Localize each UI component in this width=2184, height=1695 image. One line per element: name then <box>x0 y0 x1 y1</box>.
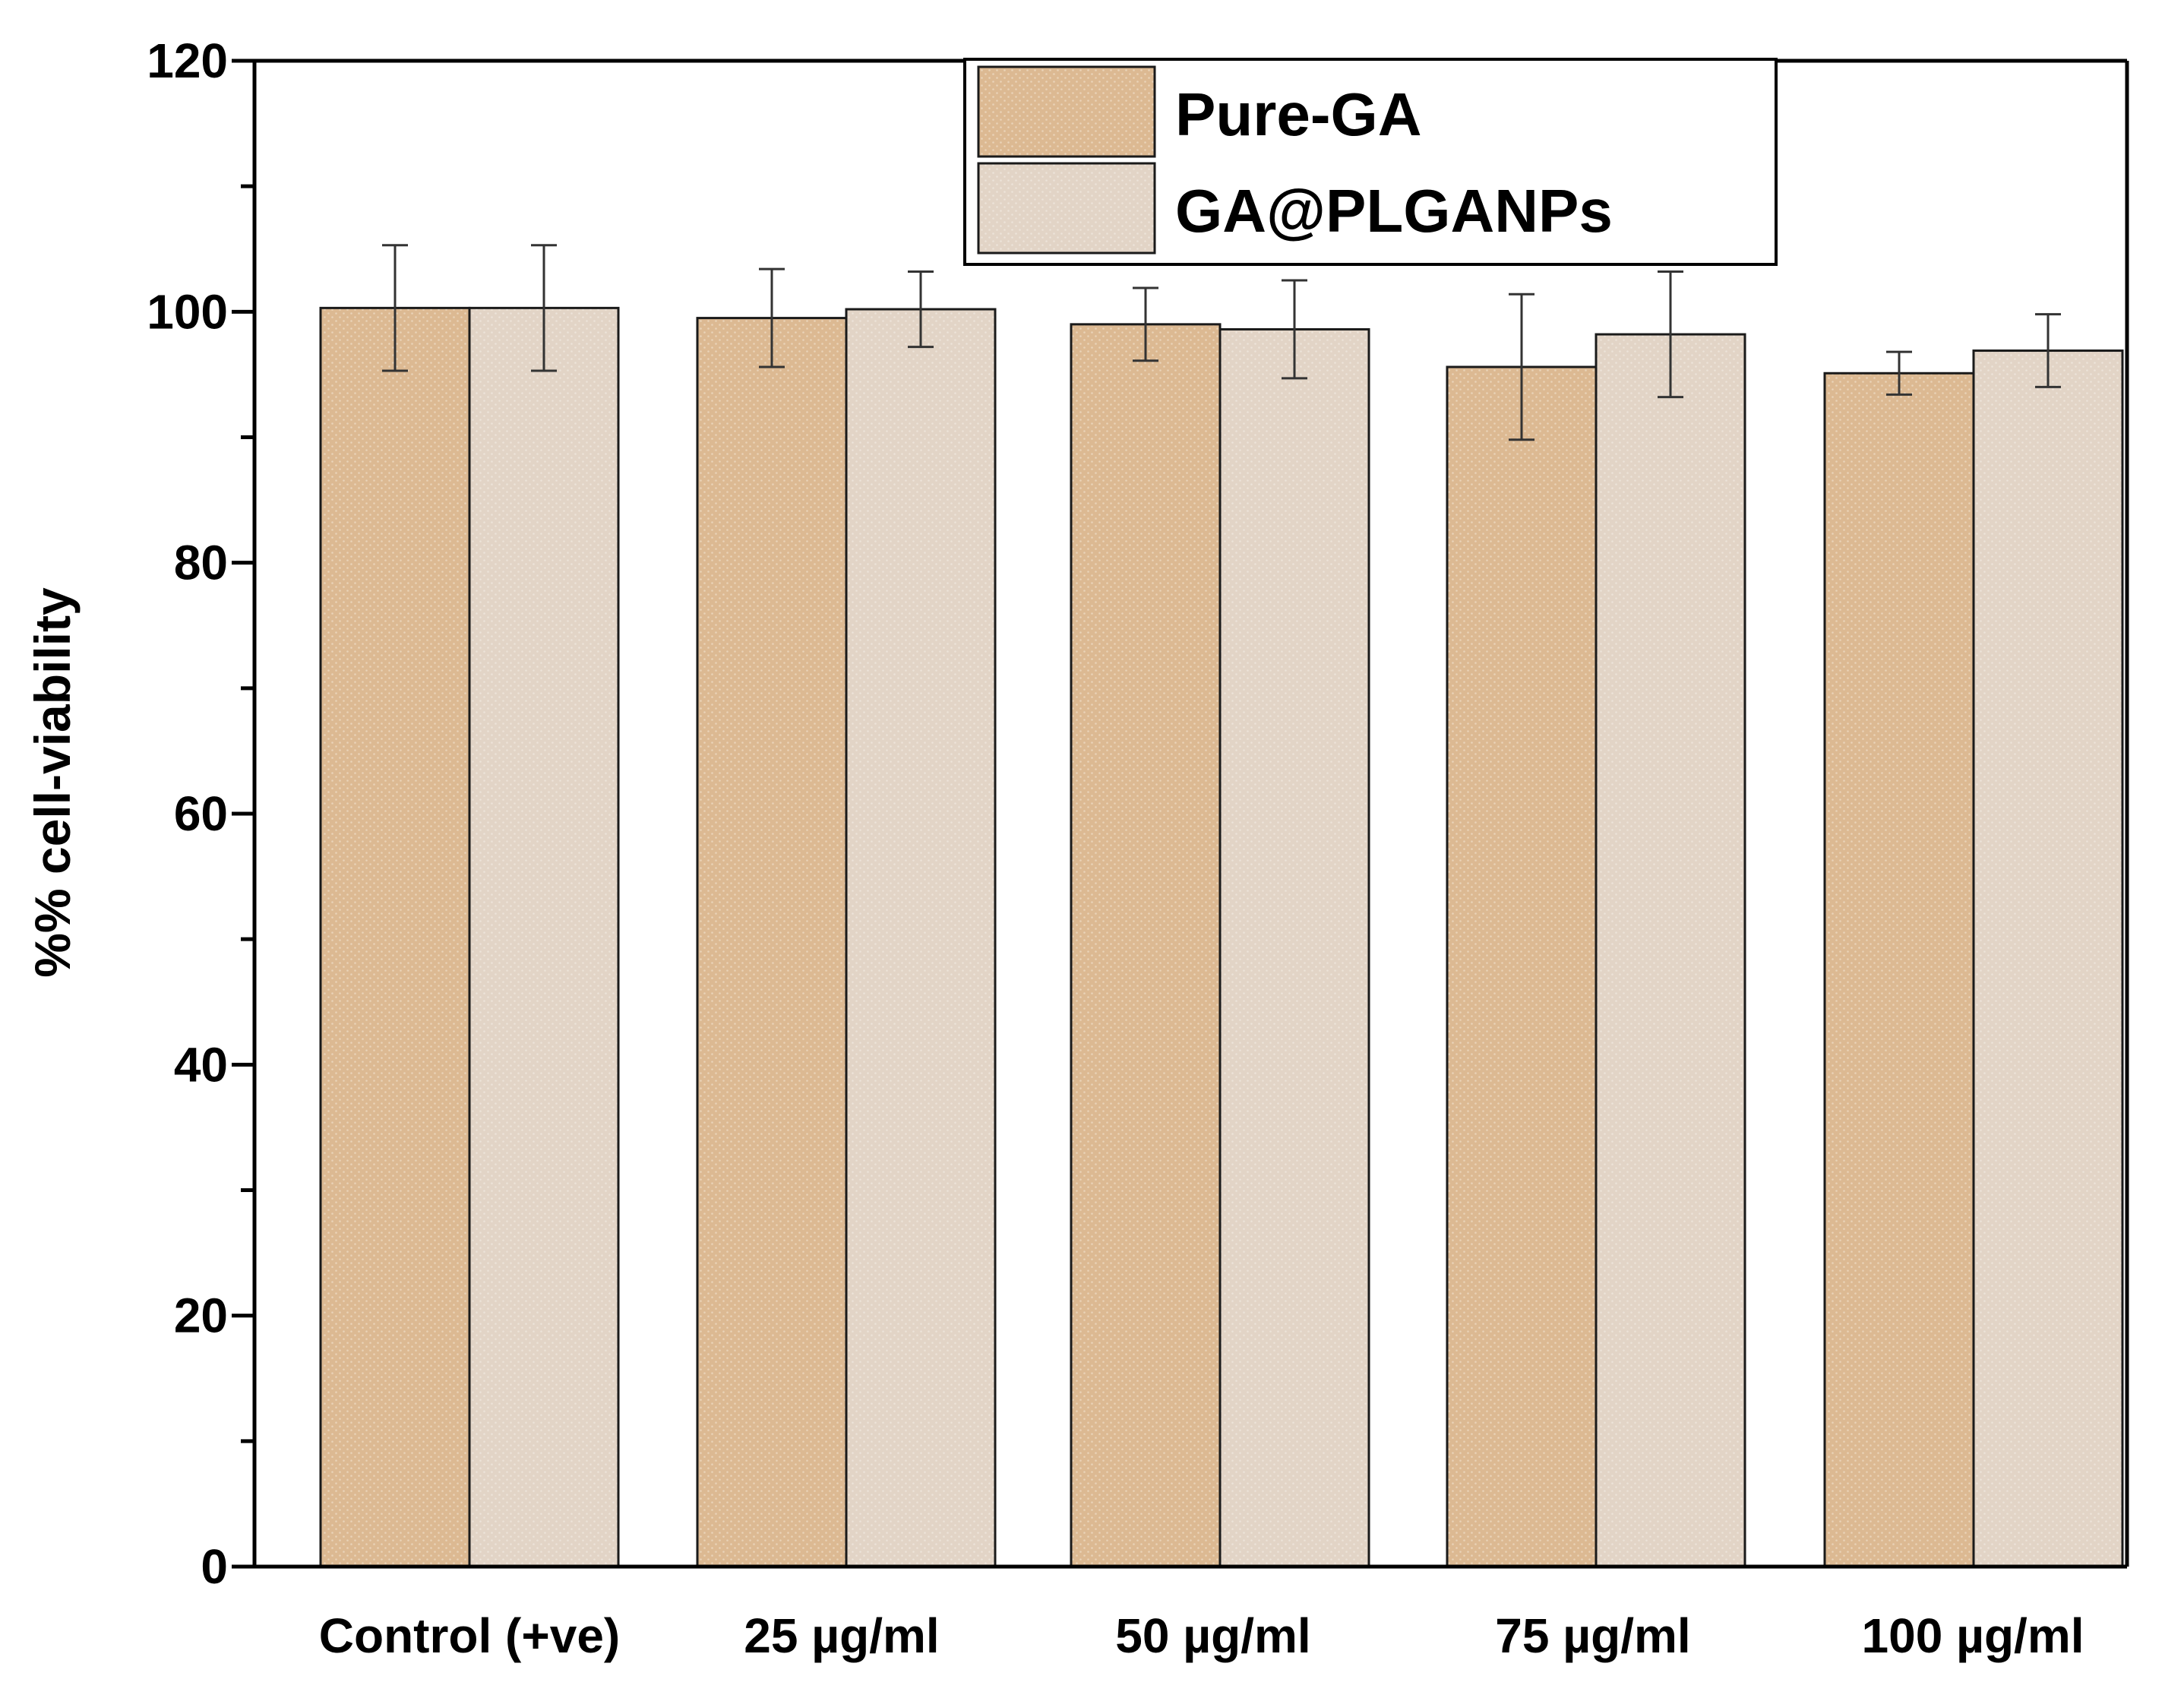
error-bar-0-1 <box>759 267 785 368</box>
error-bars-layer <box>382 244 2061 441</box>
legend: Pure-GA GA@PLGANPs <box>963 58 1778 266</box>
legend-swatch-0 <box>977 65 1156 158</box>
bar-ga-plganps-3 <box>1595 333 1746 1568</box>
legend-swatch-1 <box>977 162 1156 255</box>
error-bar-0-3 <box>1509 293 1534 441</box>
y-ticks-layer: 0 20 40 60 80 100 120 <box>147 33 254 1594</box>
x-tick-label: 25 µg/ml <box>744 1608 939 1663</box>
y-tick-label: 40 <box>174 1037 228 1092</box>
bars-layer <box>319 306 2124 1568</box>
y-tick-label: 0 <box>201 1539 228 1594</box>
error-bar-1-0 <box>531 244 557 372</box>
y-tick-label: 60 <box>174 786 228 841</box>
bar-pure-ga-3 <box>1446 365 1598 1568</box>
y-tick-label: 20 <box>174 1289 228 1343</box>
bar-pure-ga-0 <box>319 306 471 1568</box>
x-tick-label: Control (+ve) <box>319 1608 620 1663</box>
bar-pure-ga-4 <box>1823 372 1975 1568</box>
error-bar-0-0 <box>382 244 408 372</box>
legend-label: Pure-GA <box>1175 81 1422 148</box>
error-bar-0-2 <box>1133 286 1158 362</box>
legend-label: GA@PLGANPs <box>1175 177 1613 245</box>
bar-pure-ga-2 <box>1070 323 1222 1568</box>
y-tick-label: 80 <box>174 536 228 590</box>
y-tick-label: 120 <box>147 33 228 88</box>
bar-pure-ga-1 <box>696 317 848 1568</box>
x-tick-label: 100 µg/ml <box>1862 1608 2084 1663</box>
bar-ga-plganps-0 <box>468 306 620 1568</box>
y-axis-label: %% cell-viability <box>24 587 81 978</box>
error-bar-1-4 <box>2035 313 2061 388</box>
error-bar-1-1 <box>908 270 934 349</box>
error-bar-0-4 <box>1886 350 1912 396</box>
x-tick-label: 50 µg/ml <box>1115 1608 1310 1663</box>
error-bar-1-3 <box>1658 270 1683 399</box>
y-tick-label: 100 <box>147 284 228 339</box>
bar-ga-plganps-4 <box>1972 349 2124 1568</box>
error-bar-1-2 <box>1282 279 1307 380</box>
bar-ga-plganps-2 <box>1218 327 1370 1568</box>
x-tick-label: 75 µg/ml <box>1495 1608 1690 1663</box>
x-tick-labels-layer: Control (+ve) 25 µg/ml 50 µg/ml 75 µg/ml 100… <box>319 1608 2084 1663</box>
bar-ga-plganps-1 <box>845 308 997 1568</box>
